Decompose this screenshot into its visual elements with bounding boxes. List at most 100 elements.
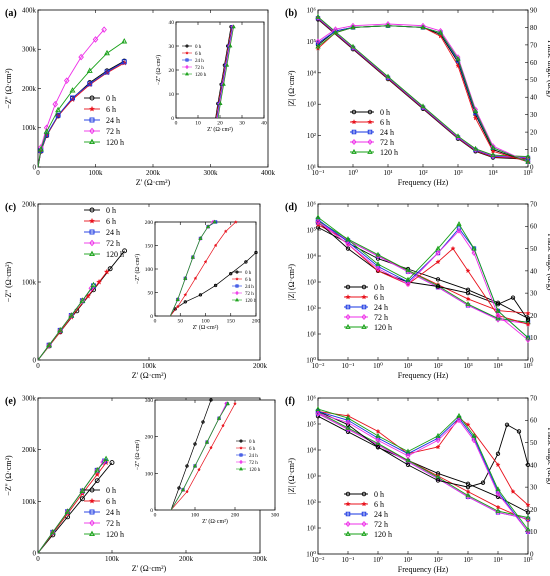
inset-data-point (228, 43, 233, 48)
modulus-point (420, 103, 426, 109)
x-tick-label: 10² (433, 362, 442, 370)
inset-data-point (184, 489, 190, 494)
inset-legend-marker (185, 51, 189, 55)
data-point (103, 455, 110, 462)
inset-legend-marker (239, 459, 243, 465)
phase-point (495, 451, 501, 456)
x-tick-label: 10 (195, 121, 201, 127)
legend-label: 6 h (374, 500, 384, 509)
panel-label: (f) (285, 396, 295, 407)
inset-data-point (244, 260, 248, 264)
phase-point (405, 453, 411, 459)
phase-point (525, 334, 531, 340)
inset-series-line (217, 26, 234, 119)
phase-point (315, 214, 321, 220)
y-tick-label: 20 (169, 68, 175, 74)
y2-tick-label: 20 (530, 312, 538, 320)
legend-marker (89, 519, 95, 527)
phase-point (315, 218, 321, 225)
data-point (79, 496, 85, 502)
y-tick-label: 50 (148, 290, 154, 296)
phase-point (435, 245, 441, 251)
x-tick-label: 0 (175, 121, 178, 127)
x-tick-label: 0 (154, 319, 157, 325)
inset-data-point (177, 486, 181, 490)
y-tick-label: 0 (171, 116, 174, 122)
data-point (94, 466, 101, 473)
y-tick-label: 10² (307, 304, 316, 312)
inset-x-axis-label: Z' (Ω·cm²) (202, 518, 228, 525)
legend-marker (361, 313, 367, 321)
x-tick-label: 200k (146, 169, 161, 177)
phase-point (435, 478, 441, 483)
inset-series-line (216, 26, 233, 119)
y2-tick-label: 80 (530, 24, 538, 32)
phase-point (456, 221, 462, 226)
inset-legend-marker (185, 64, 189, 70)
phase-point (465, 290, 471, 296)
phase-point (350, 24, 356, 30)
phase-line-6h (317, 410, 529, 506)
phase-point (456, 227, 462, 234)
inset-legend-label: 120 h (195, 73, 207, 78)
phase-point (525, 321, 531, 327)
x-tick-label: 10¹ (403, 556, 412, 564)
y-axis-label: |Z| (Ω·cm²) (287, 70, 296, 107)
y-tick-label: 10⁶ (307, 394, 317, 402)
y2-tick-label: 10 (530, 334, 538, 342)
panel-e: 0 100k 200k 300k 0 100k 200k 300k (e) Z' (Ω·cm²) −… (4, 394, 279, 573)
data-point (87, 81, 93, 87)
y-axis-label: −Z'' (Ω·cm²) (4, 68, 13, 109)
panel-a: 0 100k 200k 300k 400k 0 100k 200k 300k 400k (a) Z' … (4, 6, 276, 187)
phase-point (385, 21, 391, 27)
x-tick-label: 50 (178, 319, 184, 325)
data-point (46, 341, 52, 349)
y-tick-label: 100 (145, 267, 154, 273)
panel-b: 10⁻¹ 10⁰ 10¹ 10² 10³ 10⁴ 10⁵ 10¹ 10² 10³ 10⁴ 10⁵ 10⁶… (285, 6, 550, 187)
inset-series-line (169, 221, 215, 317)
inset-legend-label: 24 h (195, 59, 204, 64)
legend-marker (345, 501, 351, 507)
y2-tick-label: 10 (530, 146, 538, 154)
data-point (70, 95, 75, 101)
data-point (96, 278, 103, 285)
data-point (86, 67, 93, 73)
modulus-point (495, 315, 501, 321)
inset-legend-label: 72 h (249, 461, 258, 466)
y2-tick-label: 90 (530, 6, 538, 14)
y-tick-label: 100k (22, 498, 37, 506)
y-tick-label: 10² (307, 498, 316, 506)
data-point (78, 53, 84, 61)
y-tick-label: 10⁶ (307, 6, 317, 14)
x-axis-label: Z' (Ω·cm²) (132, 371, 167, 380)
panel-label: (a) (5, 8, 17, 19)
inset-legend-label: 0 h (249, 440, 256, 445)
modulus-point (525, 514, 531, 520)
modulus-point (345, 424, 351, 430)
phase-point (525, 158, 531, 164)
phase-point (490, 148, 496, 154)
y-tick-label: 10⁵ (307, 226, 317, 234)
inset-legend-marker (185, 44, 189, 48)
y-tick-label: 10³ (307, 472, 316, 480)
data-point (121, 38, 128, 44)
legend-label: 120 h (374, 323, 392, 332)
y-tick-label: 10⁰ (306, 356, 316, 364)
inset-data-point (229, 272, 233, 276)
y-tick-label: 0 (150, 314, 153, 320)
x-tick-label: 200 (231, 513, 240, 519)
modulus-point (490, 152, 496, 157)
modulus-point (375, 440, 381, 446)
legend-marker (89, 487, 95, 493)
modulus-point (350, 43, 356, 49)
phase-point (510, 488, 516, 494)
data-point (68, 312, 75, 319)
phase-point (480, 480, 486, 485)
inset-series-line (170, 403, 229, 511)
data-point (121, 59, 127, 65)
inset-data-point (175, 297, 180, 301)
inset: 0 50 100 150 200 0 50 100 150 200 Z' (Ω·cm²) −Z'' (… (134, 219, 260, 331)
x-tick-label: 150 (227, 319, 236, 325)
inset-legend-marker (235, 270, 239, 274)
